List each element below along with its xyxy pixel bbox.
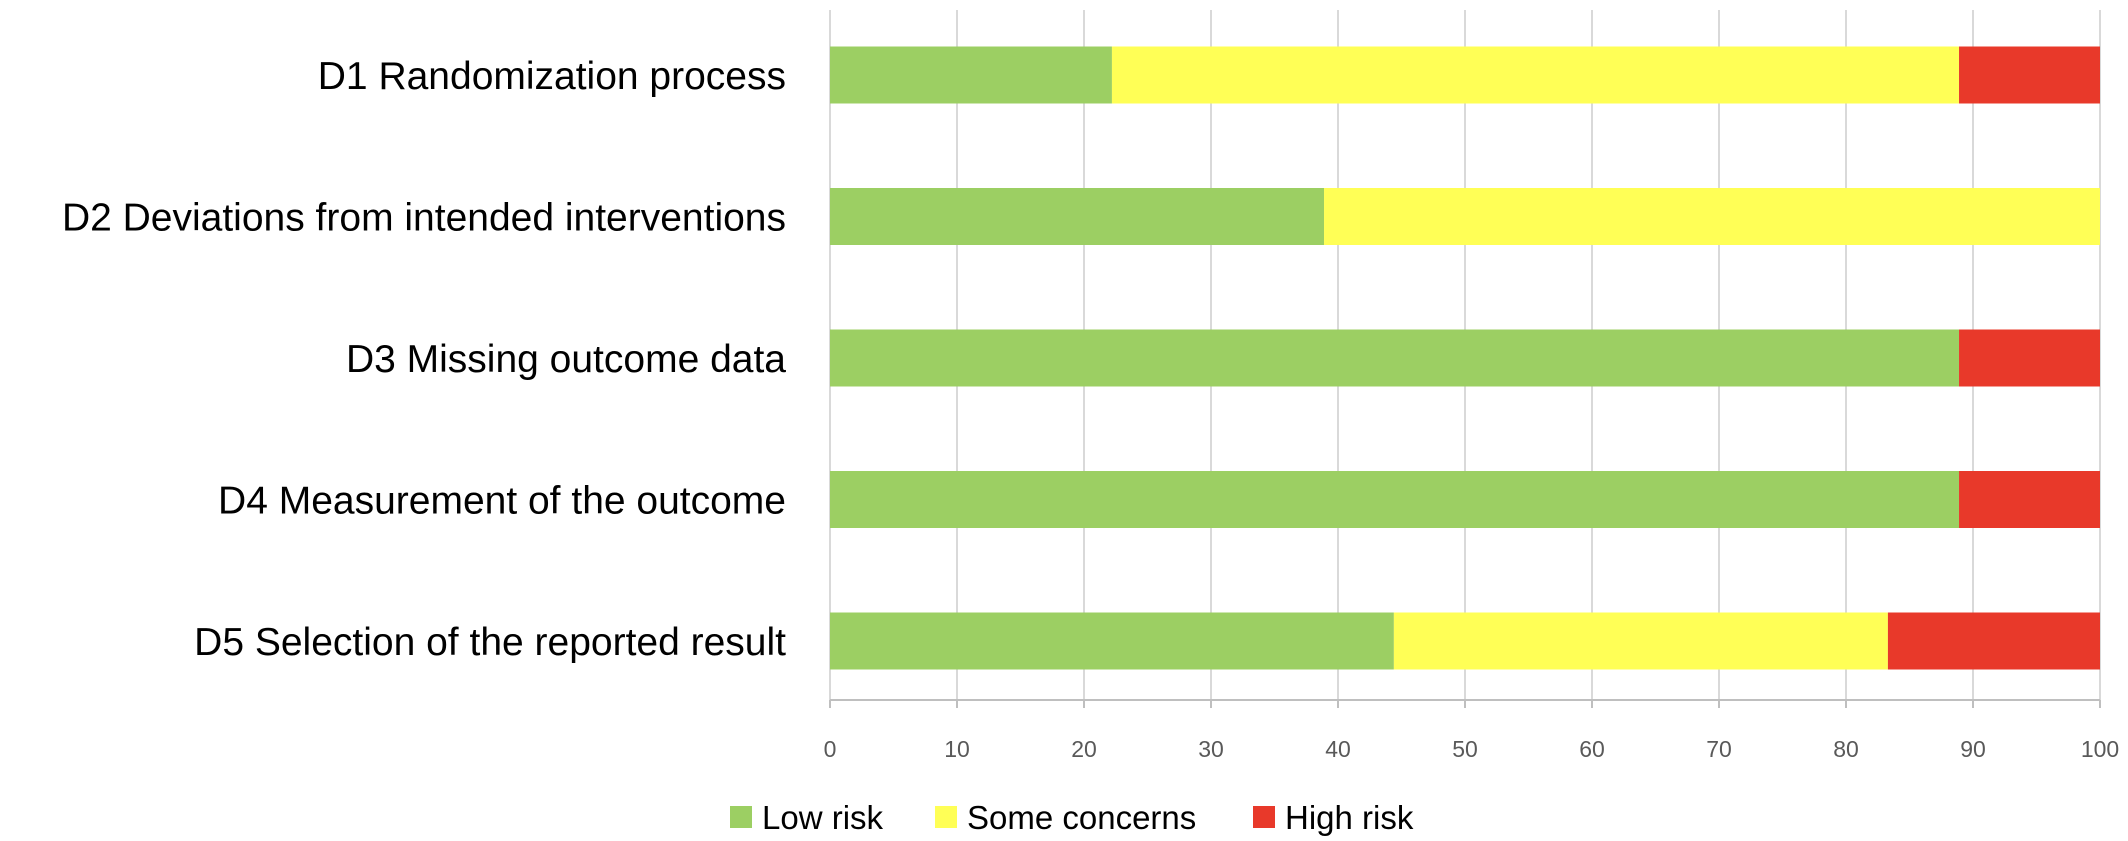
legend-swatch [730,806,752,828]
legend-label: High risk [1285,799,1414,836]
bar-segment [830,188,1325,245]
x-tick-label: 80 [1833,736,1859,762]
x-tick-label: 40 [1325,736,1351,762]
category-labels: D1 Randomization process D2 Deviations fr… [62,55,786,664]
x-tick-label: 0 [824,736,837,762]
bar-segment [830,329,1960,387]
bar-segment [1324,188,2100,245]
bar-segment [1959,46,2100,104]
x-tick-label: 20 [1071,736,1097,762]
x-tick-label: 90 [1960,736,1986,762]
x-tick-label: 30 [1198,736,1224,762]
x-tick-label: 60 [1579,736,1605,762]
legend-label: Low risk [762,799,884,836]
bar-segment [830,471,1960,528]
x-tick-label: 50 [1452,736,1478,762]
bar-segment [830,612,1394,670]
category-label: D3 Missing outcome data [346,338,786,381]
bars [830,46,2100,670]
legend-swatch [935,806,957,828]
legend-item: Low risk [730,799,884,836]
x-tick-label: 10 [944,736,970,762]
x-tick-label: 100 [2081,736,2119,762]
bar-segment [1959,471,2100,528]
category-label: D5 Selection of the reported result [194,621,786,664]
bar-segment [1111,46,1960,104]
category-label: D2 Deviations from intended intervention… [62,197,786,240]
legend-item: High risk [1253,799,1414,836]
bar-segment [1959,329,2100,387]
x-tick-label: 70 [1706,736,1732,762]
category-label: D1 Randomization process [318,55,786,98]
legend: Low risk Some concerns High risk [730,799,1414,836]
bar-segment [830,46,1112,104]
category-label: D4 Measurement of the outcome [218,480,786,523]
legend-item: Some concerns [935,799,1196,836]
x-axis: 0 10 20 30 40 50 60 70 80 90 100 [824,699,2119,762]
bar-segment [1393,612,1888,670]
bar-segment [1887,612,2100,670]
legend-swatch [1253,806,1275,828]
legend-label: Some concerns [967,799,1196,836]
